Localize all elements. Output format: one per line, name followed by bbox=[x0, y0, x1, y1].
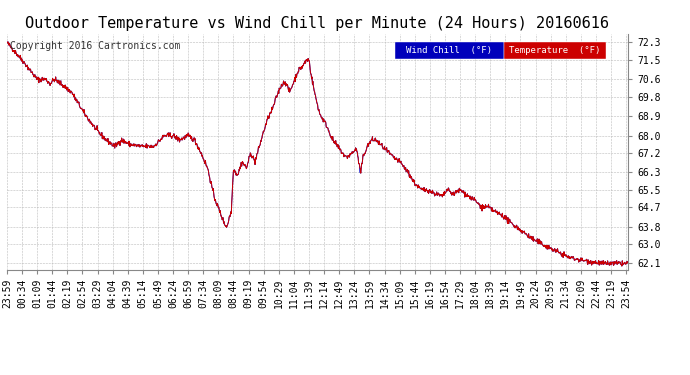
Text: Temperature  (°F): Temperature (°F) bbox=[509, 46, 600, 55]
Title: Outdoor Temperature vs Wind Chill per Minute (24 Hours) 20160616: Outdoor Temperature vs Wind Chill per Mi… bbox=[26, 16, 609, 31]
FancyBboxPatch shape bbox=[395, 42, 504, 58]
FancyBboxPatch shape bbox=[504, 42, 607, 58]
Text: Copyright 2016 Cartronics.com: Copyright 2016 Cartronics.com bbox=[10, 41, 180, 51]
Text: Wind Chill  (°F): Wind Chill (°F) bbox=[406, 46, 493, 55]
